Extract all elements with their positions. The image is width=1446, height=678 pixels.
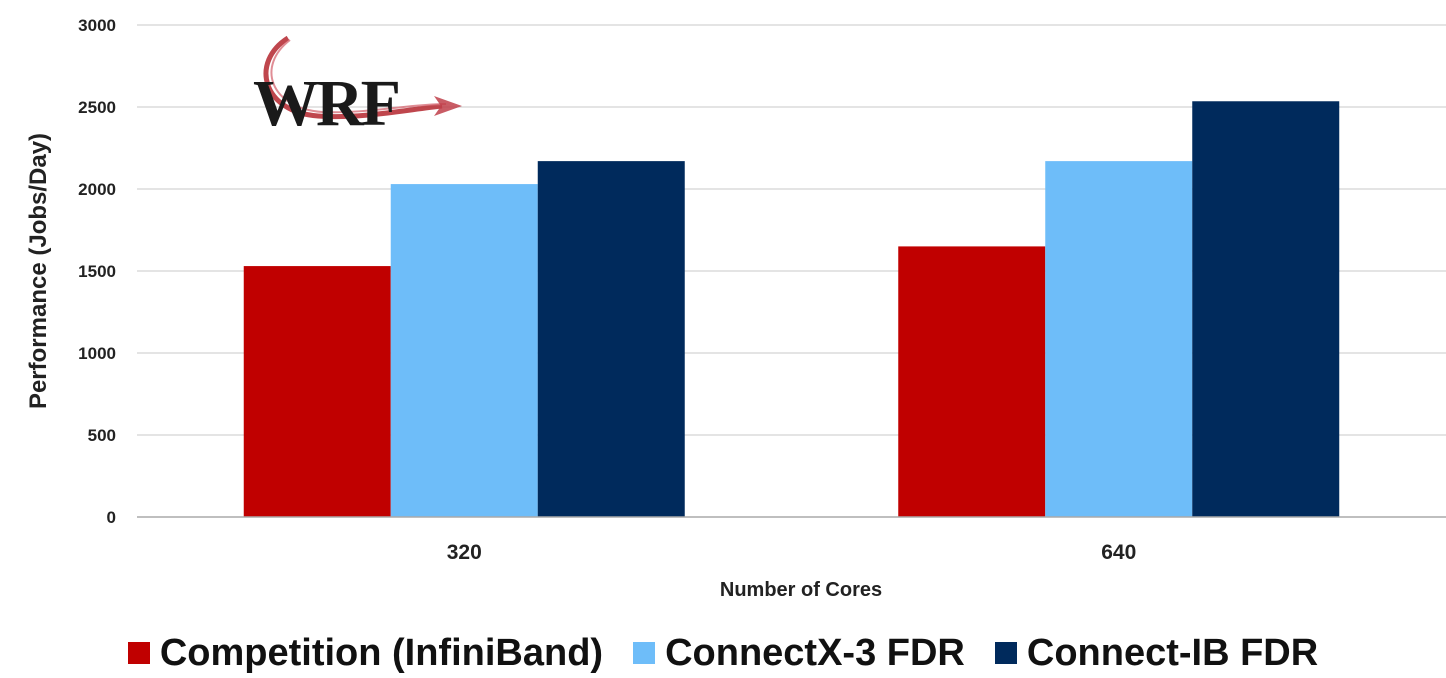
- y-tick-label: 1500: [78, 262, 116, 281]
- x-category-label: 320: [447, 541, 482, 564]
- bar: [898, 246, 1046, 517]
- y-tick-label: 2500: [78, 98, 116, 117]
- y-axis-title: Performance (Jobs/Day): [25, 133, 52, 409]
- bar: [1192, 101, 1340, 517]
- chart: 0 500 1000 1500 2000 2500 3000 320 640 WRF Perf…: [25, 16, 1446, 601]
- bar: [1045, 161, 1193, 517]
- bar: [243, 266, 391, 517]
- legend-item: Competition (InfiniBand): [127, 631, 604, 675]
- legend-swatch: [994, 642, 1017, 664]
- legend-swatch: [633, 642, 656, 664]
- bar: [390, 184, 538, 517]
- legend-label: ConnectX-3 FDR: [665, 631, 965, 674]
- x-axis-categories: 320 640: [447, 541, 1137, 564]
- bars: [243, 101, 1340, 517]
- y-tick-label: 500: [88, 426, 116, 445]
- y-axis-ticks: 0 500 1000 1500 2000 2500 3000: [78, 16, 116, 527]
- x-category-label: 640: [1101, 541, 1136, 564]
- legend-label: Connect-IB FDR: [1026, 631, 1319, 674]
- wrf-logo: WRF: [253, 35, 462, 140]
- y-tick-label: 3000: [78, 16, 116, 35]
- legend-item: Connect-IB FDR: [994, 631, 1319, 675]
- legend-label: Competition (InfiniBand): [159, 631, 604, 674]
- legend-item: ConnectX-3 FDR: [633, 632, 965, 675]
- y-tick-label: 1000: [78, 344, 116, 363]
- y-tick-label: 0: [107, 508, 116, 527]
- y-tick-label: 2000: [78, 180, 116, 199]
- legend-swatch: [127, 642, 150, 664]
- wrf-logo-text: WRF: [253, 67, 399, 140]
- x-axis-title: Number of Cores: [720, 579, 882, 601]
- bar: [537, 161, 685, 517]
- legend: Competition (InfiniBand) ConnectX-3 FDR Co…: [0, 628, 1446, 678]
